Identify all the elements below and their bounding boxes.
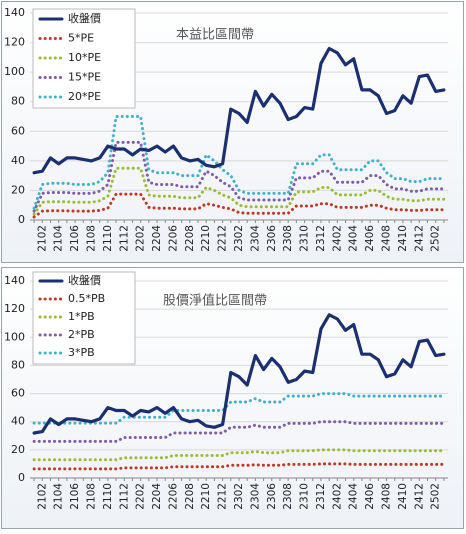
x-tick-label: 2112 [118,225,130,252]
y-tick-label: 120 [4,302,25,315]
x-tick-label: 2312 [315,483,327,510]
legend-label: 收盤價 [68,273,101,287]
y-tick-label: 0 [18,471,25,484]
chart-title: 股價淨值比區間帶 [163,293,267,309]
x-tick-label: 2302 [233,483,245,510]
x-tick-label: 2202 [135,225,147,252]
legend-label: 1*PB [68,310,95,323]
x-tick-label: 2106 [69,483,81,510]
x-tick-label: 2110 [102,483,114,510]
x-tick-label: 2112 [118,483,130,510]
series-line [32,462,446,471]
x-tick-label: 2106 [69,225,81,252]
x-tick-label: 2108 [85,483,97,510]
x-tick-label: 2102 [36,483,48,510]
x-tick-label: 2306 [266,483,278,510]
x-tick-label: 2408 [381,225,393,252]
x-tick-label: 2412 [413,483,425,510]
y-tick-label: 60 [11,387,25,400]
x-tick-label: 2204 [151,483,163,510]
x-tick-label: 2410 [397,483,409,510]
y-tick-label: 60 [11,124,25,137]
x-tick-label: 2408 [381,483,393,510]
x-tick-label: 2204 [151,225,163,252]
legend-label: 0.5*PB [68,292,105,305]
x-tick-label: 2410 [397,225,409,252]
x-tick-label: 2210 [200,225,212,252]
y-tick-label: 140 [4,274,25,287]
x-tick-label: 2406 [364,483,376,510]
x-tick-label: 2502 [430,483,442,510]
x-tick-label: 2206 [167,483,179,510]
x-tick-label: 2206 [167,225,179,252]
x-tick-label: 2310 [299,225,311,252]
x-tick-label: 2312 [315,225,327,252]
x-tick-label: 2202 [135,483,147,510]
x-tick-label: 2110 [102,225,114,252]
x-tick-label: 2406 [364,225,376,252]
x-tick-label: 2108 [85,225,97,252]
series-line [32,166,446,216]
legend-label: 2*PB [68,328,95,341]
x-tick-label: 2212 [217,483,229,510]
x-tick-label: 2412 [413,225,425,252]
x-tick-label: 2308 [282,225,294,252]
x-tick-label: 2308 [282,483,294,510]
x-tick-label: 2502 [430,225,442,252]
x-tick-label: 2102 [36,225,48,252]
x-tick-label: 2304 [249,483,261,510]
series-line [32,46,446,175]
y-tick-label: 100 [4,65,25,78]
x-tick-label: 2310 [299,483,311,510]
x-tick-label: 2104 [53,225,65,252]
x-tick-label: 2302 [233,225,245,252]
series-line [32,448,446,462]
y-tick-label: 40 [11,415,25,428]
x-tick-label: 2404 [348,483,360,510]
x-tick-label: 2212 [217,225,229,252]
x-tick-label: 2210 [200,483,212,510]
y-tick-label: 120 [4,36,25,49]
x-tick-label: 2208 [184,483,196,510]
y-tick-label: 0 [18,213,25,226]
series-line [32,192,446,219]
y-tick-label: 20 [11,183,25,196]
y-tick-label: 80 [11,95,25,108]
legend-label: 收盤價 [68,11,101,25]
legend-label: 15*PE [68,71,101,84]
x-tick-label: 2306 [266,225,278,252]
x-tick-label: 2402 [331,483,343,510]
series-line [32,313,446,435]
y-tick-label: 20 [11,443,25,456]
legend-label: 20*PE [68,90,101,103]
y-tick-label: 100 [4,330,25,343]
y-tick-label: 40 [11,154,25,167]
y-tick-label: 140 [4,6,25,19]
series-line [32,392,446,425]
x-tick-label: 2402 [331,225,343,252]
legend-label: 10*PE [68,51,101,64]
chart-title: 本益比區間帶 [176,28,254,43]
series-line [32,420,446,443]
legend-label: 3*PB [68,346,95,359]
x-tick-label: 2404 [348,225,360,252]
x-tick-label: 2208 [184,225,196,252]
series-line [32,140,446,213]
x-tick-label: 2104 [53,483,65,510]
y-tick-label: 80 [11,358,25,371]
legend-label: 5*PE [68,32,94,45]
series-line [32,115,446,210]
x-tick-label: 2304 [249,225,261,252]
